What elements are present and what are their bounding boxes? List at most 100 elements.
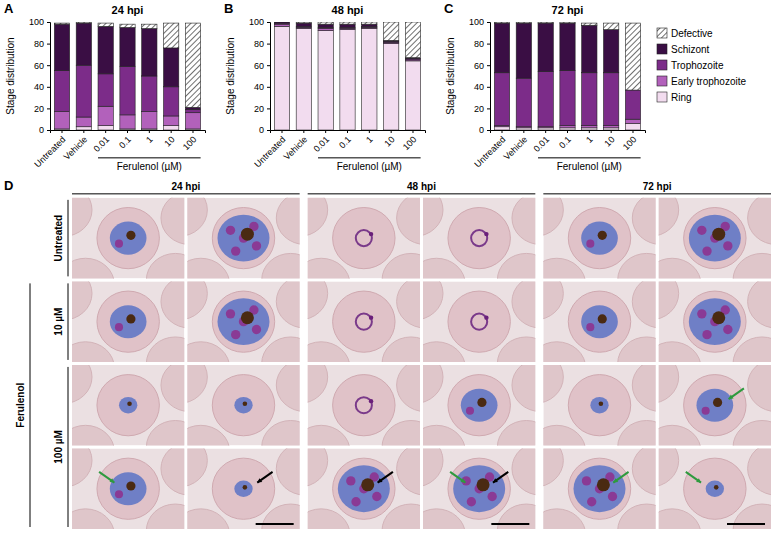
parasite [590, 397, 608, 414]
group-bracket [538, 157, 641, 158]
merozoite [587, 497, 596, 506]
bar-segment [604, 126, 619, 128]
micrograph [423, 281, 535, 362]
tick: 10 [382, 130, 396, 149]
series [274, 22, 420, 59]
tick-mark [487, 22, 490, 23]
infected-erythrocyte [568, 291, 630, 352]
tick: 0 [479, 125, 490, 135]
micrograph [72, 281, 184, 362]
tick-mark [267, 65, 270, 66]
tick: 0.01 [532, 130, 551, 154]
erythrocyte [659, 448, 679, 487]
tick: 100 [181, 130, 199, 152]
parasite [706, 480, 724, 497]
bars [54, 22, 200, 130]
tick-label: 100 [29, 17, 44, 27]
bar-segment [538, 22, 553, 23]
tick-mark [47, 65, 50, 66]
tick-mark [83, 130, 84, 133]
row-rule [68, 283, 69, 360]
merozoite [115, 323, 123, 331]
tick-label: Untreated [252, 134, 287, 169]
tick-mark [171, 130, 172, 133]
erythrocyte [187, 365, 207, 404]
plot: 020406080100UntreatedVehicle0.010.111010… [29, 17, 206, 169]
parasite [689, 215, 741, 262]
erythrocyte [187, 448, 207, 487]
tick-mark [369, 130, 370, 133]
micrograph [659, 448, 771, 529]
legend-label: Early trophozoite [671, 76, 746, 87]
erythrocyte [512, 198, 535, 245]
erythrocyte [308, 448, 328, 487]
infected-erythrocyte [212, 208, 274, 269]
merozoite [467, 497, 476, 506]
infected-erythrocyte [568, 208, 630, 269]
pigment [126, 481, 135, 490]
parasite [471, 314, 487, 330]
bar-segment [560, 71, 575, 126]
tick-label: 0.01 [532, 134, 551, 153]
parasite-nucleus [484, 315, 488, 319]
axis-title: Stage distribution [5, 37, 16, 114]
erythrocyte [543, 448, 563, 487]
bar-segment [582, 23, 597, 25]
micrograph [308, 365, 420, 446]
tick-label: 100 [401, 134, 419, 152]
tick-mark [303, 130, 304, 133]
pigment [712, 228, 725, 241]
bar-segment [405, 22, 420, 58]
parasite [356, 230, 372, 246]
bar-segment [76, 127, 91, 130]
tick: 1 [364, 130, 375, 145]
erythrocyte [397, 365, 420, 412]
tick: 0.1 [557, 130, 573, 150]
tick: 40 [474, 82, 490, 92]
erythrocyte [72, 198, 92, 237]
tick-mark [545, 130, 546, 133]
panel-label: B [224, 1, 233, 16]
tick-mark [487, 87, 490, 88]
scale-bar [727, 523, 765, 525]
pigment [712, 311, 725, 324]
bar-segment [516, 22, 531, 23]
bar-segment [185, 107, 200, 109]
bar-segment [538, 23, 553, 72]
pigment [599, 402, 604, 407]
legend-entry: Schizont [657, 44, 710, 55]
merozoite [582, 476, 591, 485]
parasite [119, 397, 137, 414]
erythrocyte [276, 448, 299, 495]
tick: 100 [621, 130, 639, 152]
legend-entry: Defective [657, 28, 713, 39]
bar-segment [274, 26, 289, 130]
tick-label: 20 [254, 104, 264, 114]
bar-segment [142, 112, 157, 129]
parasite [696, 389, 733, 422]
erythrocyte [659, 365, 679, 404]
tick: 100 [29, 17, 50, 27]
bar-segment [604, 30, 619, 73]
tick-label: 0 [39, 125, 44, 135]
bar-segment [54, 23, 69, 24]
erythrocyte [161, 365, 184, 412]
column-rule [308, 193, 536, 194]
tick: Untreated [32, 130, 67, 169]
legend-entry: Ring [657, 92, 692, 103]
infected-erythrocyte [448, 375, 510, 436]
arrow [493, 472, 508, 483]
axis-line [487, 23, 491, 131]
column-head: 72 hpi [643, 181, 672, 192]
erythrocyte [748, 281, 771, 328]
tick: 80 [34, 39, 50, 49]
parasite [461, 389, 498, 422]
tick: 60 [254, 61, 270, 71]
erythrocyte [748, 198, 771, 245]
group-label: Ferulenol (µM) [337, 161, 402, 172]
plot: 020406080100UntreatedVehicle0.010.111010… [249, 17, 426, 169]
erythrocyte [72, 365, 92, 404]
arrow [99, 472, 114, 483]
erythrocyte [187, 281, 207, 320]
tick-mark [347, 130, 348, 133]
